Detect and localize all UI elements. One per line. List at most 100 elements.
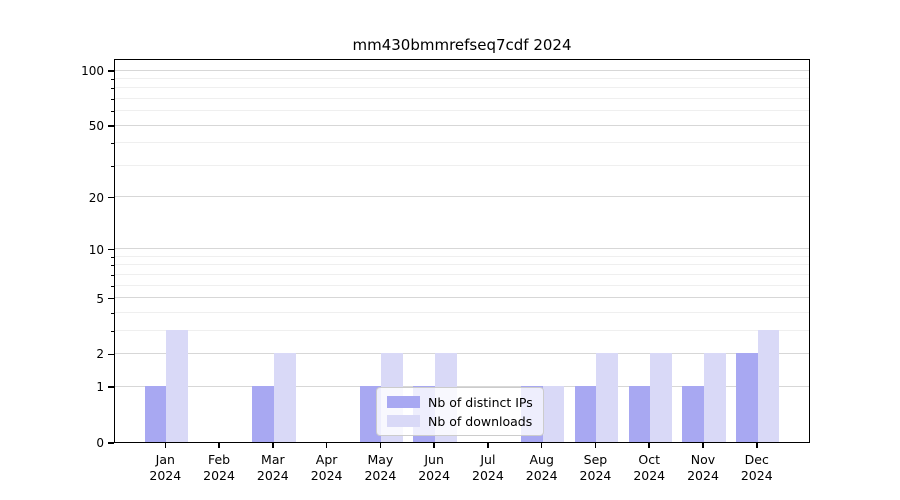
- minor-gridline: [115, 87, 809, 89]
- legend-entry-downloads: Nb of downloads: [387, 414, 543, 429]
- x-tick-year: 2024: [203, 468, 235, 483]
- x-tick: [325, 443, 328, 448]
- x-tick-year: 2024: [687, 468, 719, 483]
- bar-distinct-ips-oct: [628, 386, 651, 442]
- minor-gridline: [115, 142, 809, 144]
- y-tick-label: 50: [88, 119, 104, 134]
- major-gridline: [115, 352, 809, 354]
- x-tick-year: 2024: [525, 468, 558, 483]
- x-tick-year: 2024: [364, 468, 397, 483]
- bar-distinct-ips-jan: [144, 386, 167, 442]
- y-tick-label: 20: [88, 190, 104, 205]
- y-minor-tick: [110, 165, 114, 167]
- major-gridline: [115, 196, 809, 198]
- bar-distinct-ips-mar: [252, 386, 274, 442]
- y-minor-tick: [110, 256, 114, 258]
- legend-swatch-downloads: [387, 415, 420, 427]
- y-minor-tick: [110, 330, 114, 332]
- legend-label-downloads: Nb of downloads: [428, 413, 533, 429]
- x-tick: [218, 443, 220, 448]
- x-tick-year: 2024: [633, 468, 666, 483]
- minor-gridline: [115, 264, 809, 266]
- minor-gridline: [115, 255, 809, 257]
- chart-title: mm430bmmrefseq7cdf 2024: [352, 36, 572, 54]
- x-tick-label: Jul 2024: [458, 452, 518, 484]
- bar-downloads-jan: [166, 330, 188, 442]
- y-minor-tick: [110, 78, 114, 80]
- x-tick-label: Mar 2024: [243, 452, 303, 484]
- x-tick-label: Oct 2024: [619, 452, 679, 484]
- minor-gridline: [115, 164, 809, 166]
- minor-gridline: [115, 329, 809, 331]
- y-tick-label: 5: [96, 291, 104, 306]
- bar-distinct-ips-may: [359, 386, 382, 442]
- legend: Nb of distinct IPs Nb of downloads: [376, 387, 544, 436]
- y-minor-tick: [110, 285, 114, 287]
- y-tick-label: 10: [88, 242, 104, 257]
- y-minor-tick: [110, 312, 114, 314]
- bar-downloads-aug: [542, 386, 565, 442]
- minor-gridline: [115, 97, 809, 99]
- y-tick: [108, 297, 114, 300]
- x-tick-year: 2024: [472, 468, 504, 483]
- y-tick: [108, 386, 114, 388]
- major-gridline: [115, 248, 809, 250]
- x-tick: [487, 443, 489, 448]
- x-tick: [594, 443, 597, 448]
- x-tick: [756, 443, 758, 448]
- x-tick-year: 2024: [256, 468, 289, 483]
- x-tick-year: 2024: [579, 468, 612, 483]
- x-tick: [648, 443, 650, 448]
- bar-distinct-ips-dec: [736, 353, 758, 442]
- x-tick: [433, 443, 435, 448]
- legend-entry-distinct-ips: Nb of distinct IPs: [387, 395, 543, 410]
- minor-gridline: [115, 77, 809, 79]
- major-gridline: [115, 385, 809, 387]
- y-minor-tick: [110, 143, 114, 145]
- x-tick-label: Apr 2024: [297, 452, 357, 484]
- x-tick-label: May 2024: [350, 452, 410, 484]
- major-gridline: [115, 69, 809, 71]
- y-tick-label: 100: [81, 64, 104, 78]
- y-tick: [108, 248, 114, 251]
- legend-swatch-distinct-ips: [387, 396, 420, 408]
- x-tick: [540, 443, 543, 448]
- x-tick-year: 2024: [310, 468, 343, 483]
- bar-downloads-oct: [650, 353, 672, 442]
- y-tick-label: 1: [96, 380, 104, 395]
- y-tick: [108, 353, 114, 356]
- y-tick-label: 2: [96, 347, 104, 362]
- y-minor-tick: [110, 98, 114, 100]
- y-tick: [108, 125, 114, 127]
- x-tick: [702, 443, 704, 448]
- x-tick: [164, 443, 167, 448]
- bar-downloads-nov: [704, 353, 726, 442]
- major-gridline: [115, 297, 809, 299]
- bar-distinct-ips-sep: [574, 386, 597, 442]
- x-tick-label: Dec 2024: [727, 452, 787, 484]
- bar-distinct-ips-nov: [682, 386, 704, 442]
- y-tick: [108, 442, 114, 444]
- x-tick-year: 2024: [149, 468, 182, 483]
- bar-downloads-mar: [273, 353, 296, 442]
- y-minor-tick: [110, 88, 114, 90]
- x-tick-year: 2024: [740, 468, 773, 483]
- minor-gridline: [115, 284, 809, 286]
- legend-label-distinct-ips: Nb of distinct IPs: [428, 394, 533, 410]
- y-minor-tick: [110, 265, 114, 267]
- x-tick-label: Feb 2024: [189, 452, 249, 484]
- bar-downloads-dec: [757, 330, 780, 442]
- x-tick-label: Sep 2024: [565, 452, 625, 484]
- minor-gridline: [115, 110, 809, 112]
- y-minor-tick: [110, 274, 114, 276]
- minor-gridline: [115, 311, 809, 313]
- y-minor-tick: [110, 111, 114, 113]
- x-tick-label: Aug 2024: [512, 452, 572, 484]
- x-tick-label: Jan 2024: [135, 452, 195, 484]
- y-tick: [108, 70, 114, 72]
- bar-downloads-sep: [596, 353, 619, 442]
- x-tick-year: 2024: [418, 468, 451, 483]
- plot-area: Nb of distinct IPs Nb of downloads: [114, 59, 810, 443]
- x-tick-label: Nov 2024: [673, 452, 733, 484]
